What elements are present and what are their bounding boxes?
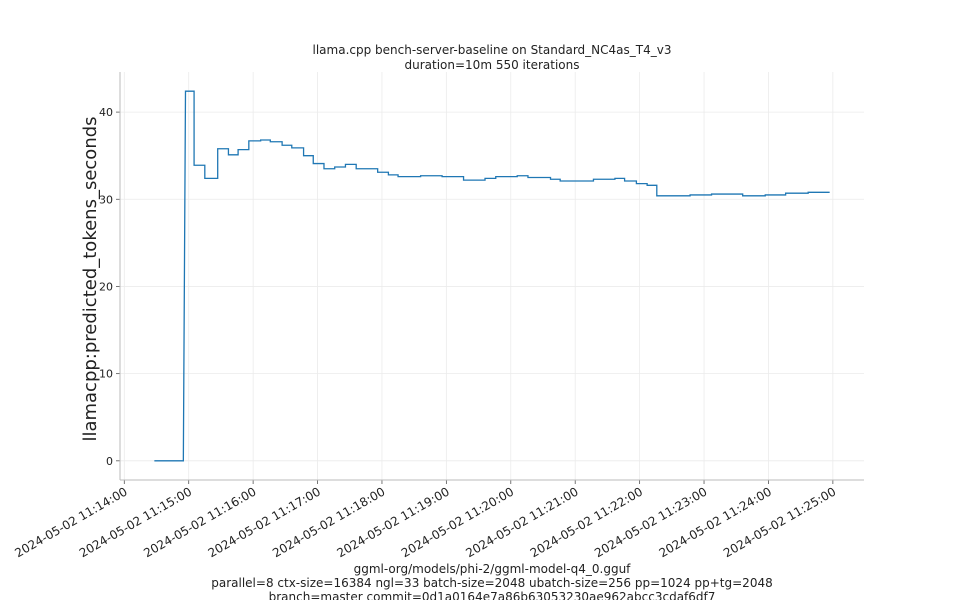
y-tick-label: 10 xyxy=(99,368,113,381)
x-axis-label: parallel=8 ctx-size=16384 ngl=33 batch-s… xyxy=(211,576,772,590)
chart-subtitle: duration=10m 550 iterations xyxy=(405,58,580,72)
y-tick-label: 0 xyxy=(106,455,113,468)
x-axis-label: branch=master commit=0d1a0164e7a86b63053… xyxy=(269,590,716,600)
x-tick-label: 2024-05-02 11:18:00 xyxy=(270,484,387,560)
chart-title: llama.cpp bench-server-baseline on Stand… xyxy=(313,43,672,57)
x-tick-label: 2024-05-02 11:24:00 xyxy=(657,484,774,560)
data-line xyxy=(154,90,830,462)
x-tick-label: 2024-05-02 11:25:00 xyxy=(721,484,838,560)
y-tick-label: 40 xyxy=(99,106,113,119)
x-tick-label: 2024-05-02 11:16:00 xyxy=(141,484,258,560)
x-tick-label: 2024-05-02 11:20:00 xyxy=(399,484,516,560)
x-tick-label: 2024-05-02 11:15:00 xyxy=(77,484,194,560)
x-tick-label: 2024-05-02 11:23:00 xyxy=(592,484,709,560)
x-tick-label: 2024-05-02 11:17:00 xyxy=(206,484,323,560)
x-tick-label: 2024-05-02 11:21:00 xyxy=(463,484,580,560)
x-tick-label: 2024-05-02 11:14:00 xyxy=(12,484,129,560)
y-tick-label: 20 xyxy=(99,280,113,293)
y-tick-label: 30 xyxy=(99,193,113,206)
y-axis-label: llamacpp:predicted_tokens_seconds xyxy=(80,116,101,441)
x-tick-label: 2024-05-02 11:19:00 xyxy=(334,484,451,560)
x-tick-label: 2024-05-02 11:22:00 xyxy=(528,484,645,560)
x-axis-label: ggml-org/models/phi-2/ggml-model-q4_0.gg… xyxy=(354,562,632,576)
